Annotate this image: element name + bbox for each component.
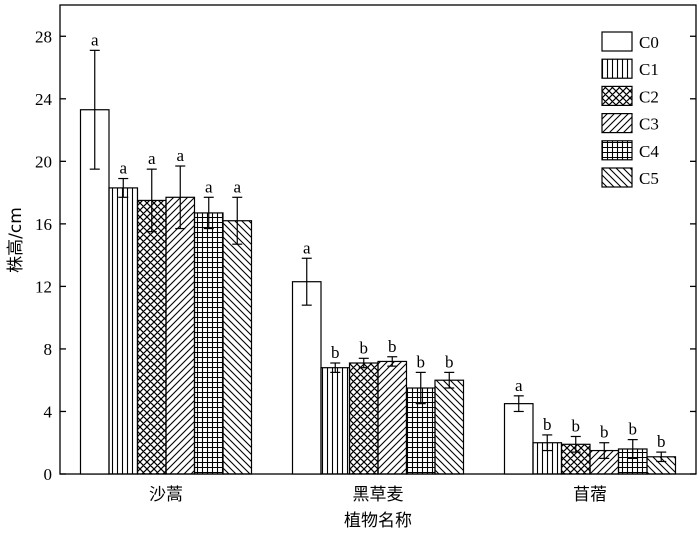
- significance-label: b: [417, 352, 426, 371]
- significance-label: a: [176, 146, 184, 165]
- bar-C4-0: [193, 212, 224, 475]
- legend: C0 C1 C2 C3 C4 C5: [601, 31, 659, 188]
- y-tick-label: 20: [35, 152, 52, 171]
- y-tick-label: 0: [44, 465, 53, 484]
- y-tick-label: 28: [35, 27, 52, 46]
- significance-label: b: [543, 415, 552, 434]
- significance-label: a: [233, 177, 241, 196]
- bar-C5-0: [222, 220, 253, 475]
- significance-label: a: [91, 30, 99, 49]
- x-axis: 沙蒿 黑草麦 苜蓿: [149, 468, 607, 505]
- bar-C3-1: [377, 360, 408, 475]
- legend-label-C1: C1: [639, 60, 659, 79]
- significance-label: b: [445, 352, 454, 371]
- significance-label: b: [388, 337, 397, 356]
- bar-C3-0: [165, 196, 196, 475]
- significance-label: a: [119, 159, 127, 178]
- legend-swatch-C5: [601, 167, 633, 188]
- legend-label-C3: C3: [639, 115, 659, 134]
- bar-C0-2: [503, 403, 534, 475]
- x-tick-label: 沙蒿: [149, 485, 183, 505]
- significance-label: a: [303, 238, 311, 257]
- significance-label: a: [515, 376, 523, 395]
- y-tick-label: 24: [35, 90, 53, 109]
- significance-label: b: [331, 343, 340, 362]
- bar-C5-1: [434, 379, 465, 475]
- significance-label: b: [629, 420, 638, 439]
- significance-label: b: [360, 338, 369, 357]
- y-tick-label: 12: [35, 277, 52, 296]
- bar-C0-1: [291, 281, 322, 475]
- significance-label: b: [572, 416, 581, 435]
- legend-label-C4: C4: [639, 142, 659, 161]
- legend-label-C0: C0: [639, 33, 659, 52]
- bar-C2-0: [136, 199, 167, 475]
- legend-label-C5: C5: [639, 169, 659, 188]
- bar-C1-0: [108, 187, 139, 475]
- y-tick-label: 16: [35, 215, 52, 234]
- legend-swatch-C0: [601, 31, 633, 52]
- bar-C2-1: [348, 362, 379, 475]
- significance-label: a: [205, 177, 213, 196]
- y-axis-label: 株高/cm: [6, 207, 26, 273]
- significance-label: a: [148, 149, 156, 168]
- x-tick-label: 苜蓿: [573, 485, 607, 505]
- y-axis: 0 4 8 12 16 20 24 28: [35, 27, 696, 484]
- significance-label: b: [657, 432, 666, 451]
- y-tick-label: 8: [44, 340, 53, 359]
- bar-C0-0: [79, 109, 110, 475]
- x-tick-label: 黑草麦: [353, 485, 404, 505]
- legend-label-C2: C2: [639, 87, 659, 106]
- significance-label: b: [600, 423, 609, 442]
- legend-swatch-C4: [601, 140, 633, 161]
- bars-layer: aa a aa aab b bb bab b b bb: [79, 30, 677, 475]
- legend-swatch-C3: [601, 112, 633, 134]
- bar-C1-1: [320, 367, 351, 475]
- y-tick-label: 4: [44, 402, 53, 421]
- legend-swatch-C1: [601, 58, 633, 79]
- x-axis-label: 植物名称: [344, 511, 412, 531]
- legend-swatch-C2: [601, 85, 633, 107]
